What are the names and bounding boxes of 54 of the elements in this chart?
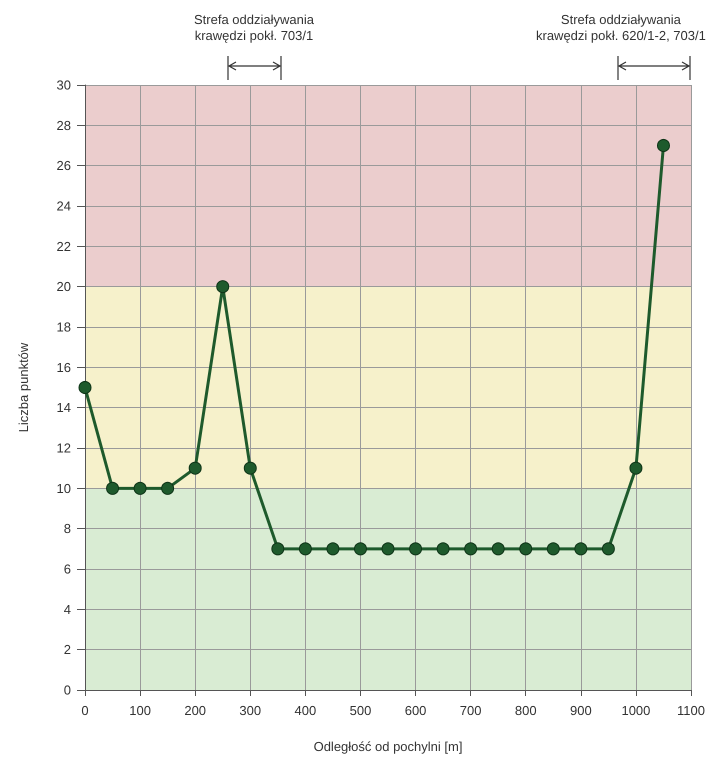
y-tick-label: 8 <box>64 521 71 536</box>
point <box>574 542 588 556</box>
y-tick-label: 30 <box>56 78 71 92</box>
point <box>78 381 92 394</box>
point <box>629 462 642 475</box>
x-tick-label: 700 <box>460 703 482 718</box>
x-tick-label: 100 <box>129 703 151 718</box>
point <box>519 542 532 556</box>
point <box>271 542 284 556</box>
y-tick-label: 12 <box>56 440 71 456</box>
point <box>492 542 505 556</box>
point <box>409 542 422 556</box>
y-tick-label: 10 <box>56 480 71 496</box>
x-tick-label: 200 <box>184 703 206 718</box>
x-axis-title: Odległość od pochylni [m] <box>314 739 462 754</box>
point <box>244 462 257 475</box>
y-tick-label: 14 <box>56 400 71 416</box>
point <box>656 139 670 152</box>
point <box>436 542 450 556</box>
point <box>161 482 174 495</box>
point <box>382 542 395 556</box>
x-tick-label: 1000 <box>621 703 650 718</box>
x-tick-label: 300 <box>239 703 262 718</box>
y-tick-label: 6 <box>64 562 71 576</box>
x-tick-label: 900 <box>570 703 592 718</box>
point <box>464 542 478 556</box>
point <box>188 462 202 475</box>
y-axis-title: Liczba punktów <box>16 342 31 432</box>
y-tick-label: 2 <box>64 642 71 658</box>
x-tick-label: 400 <box>294 703 316 718</box>
y-tick-label: 0 <box>64 682 71 698</box>
text: Strefa oddziaływania krawędzi pokł. 703/1 <box>194 12 314 44</box>
y-tick-label: 18 <box>56 320 71 334</box>
y-tick-label: 24 <box>56 198 71 214</box>
point <box>354 542 367 556</box>
point <box>546 542 560 556</box>
text: Strefa oddziaływania krawędzi pokł. 620/1-2, 703/1 <box>536 12 706 44</box>
point <box>216 280 230 294</box>
y-tick-label: 20 <box>56 279 71 294</box>
y-tick-label: 22 <box>56 238 71 254</box>
x-tick-label: 600 <box>404 703 426 718</box>
y-tick-label: 16 <box>56 360 71 375</box>
x-tick-label: 1100 <box>677 703 706 718</box>
y-tick-label: 4 <box>64 602 71 617</box>
y-tick-label: 28 <box>56 118 71 133</box>
x-tick-label: 500 <box>350 703 372 718</box>
x-tick-label: 800 <box>514 703 537 718</box>
point <box>602 542 615 556</box>
x-tick-label: 0 <box>81 703 89 718</box>
point <box>298 542 312 556</box>
point <box>106 482 120 495</box>
y-tick-label: 26 <box>56 158 71 174</box>
point <box>326 542 340 556</box>
point <box>134 482 147 495</box>
